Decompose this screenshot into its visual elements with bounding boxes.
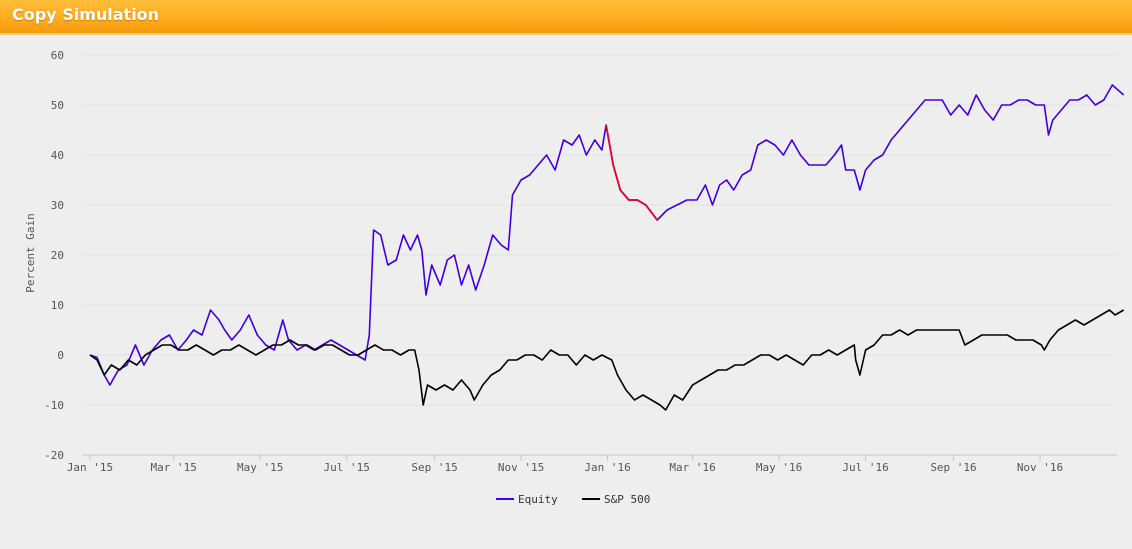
x-tick-label: Mar '16 <box>669 461 715 474</box>
x-tick-label: Mar '15 <box>150 461 196 474</box>
legend-label: Equity <box>518 493 558 506</box>
chart-container: 60 50 40 30 20 10 0 -10 -20 Jan '15 Mar '15 May '1… <box>0 35 1132 545</box>
x-tick-label: Jul '15 <box>323 461 369 474</box>
sp500-line <box>89 309 1125 411</box>
y-tick-label: 10 <box>51 299 64 312</box>
legend[interactable]: Equity S&P 500 <box>496 493 650 506</box>
y-axis-ticks: 60 50 40 30 20 10 0 -10 -20 <box>44 49 64 462</box>
y-tick-label: 40 <box>51 149 64 162</box>
y-tick-label: 0 <box>57 349 64 362</box>
legend-item[interactable]: S&P 500 <box>582 493 650 506</box>
legend-label: S&P 500 <box>604 493 650 506</box>
x-tick-label: Jul '16 <box>842 461 888 474</box>
page-title: Copy Simulation <box>12 5 160 24</box>
title-bar: Copy Simulation <box>0 0 1132 35</box>
y-tick-label: 60 <box>51 49 64 62</box>
x-tick-label: May '15 <box>237 461 283 474</box>
x-tick-label: Jan '15 <box>67 461 113 474</box>
x-tick-label: Sep '15 <box>411 461 457 474</box>
y-axis-label: Percent Gain <box>24 213 37 292</box>
equity-line <box>89 84 1125 386</box>
grid-lines <box>82 54 1117 456</box>
y-tick-label: 30 <box>51 199 64 212</box>
series-lines <box>89 84 1125 411</box>
y-tick-label: -10 <box>44 399 64 412</box>
equity-drawdown-highlight <box>605 124 658 221</box>
y-tick-label: -20 <box>44 449 64 462</box>
x-tick-label: May '16 <box>756 461 802 474</box>
y-tick-label: 50 <box>51 99 64 112</box>
x-tick-label: Jan '16 <box>584 461 630 474</box>
x-tick-label: Sep '16 <box>930 461 976 474</box>
x-axis: Jan '15 Mar '15 May '15 Jul '15 Sep '15 Nov '… <box>67 454 1117 474</box>
legend-item[interactable]: Equity <box>496 493 558 506</box>
x-tick-label: Nov '16 <box>1017 461 1063 474</box>
x-tick-label: Nov '15 <box>498 461 544 474</box>
line-chart: 60 50 40 30 20 10 0 -10 -20 Jan '15 Mar '15 May '1… <box>24 49 1125 506</box>
y-tick-label: 20 <box>51 249 64 262</box>
